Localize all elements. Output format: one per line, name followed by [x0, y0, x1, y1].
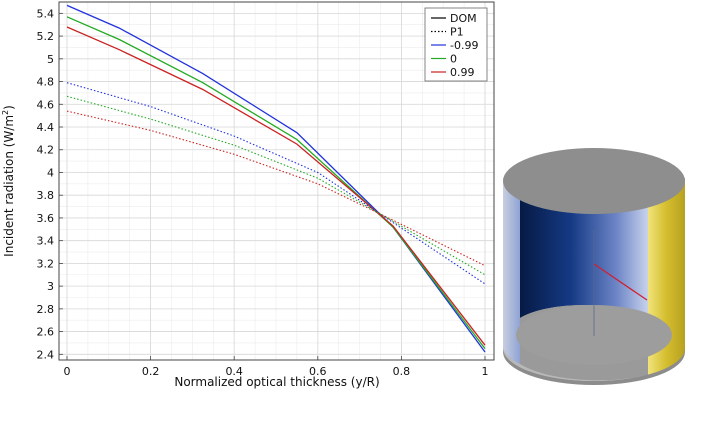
x-tick-label: 0.6 [309, 365, 327, 378]
y-tick-label: 3.4 [37, 235, 55, 248]
cylinder-outer-left-band [503, 178, 520, 364]
cylinder-inner-wall [520, 200, 648, 318]
y-tick-label: 5.2 [37, 30, 55, 43]
y-tick-label: 5 [47, 53, 54, 66]
y-tick-label: 5.4 [37, 7, 55, 20]
legend-label: -0.99 [450, 39, 478, 52]
x-axis: 0 0.2 0.4 0.6 0.8 1 [64, 356, 489, 378]
x-tick-label: 0.2 [142, 365, 160, 378]
y-tick-label: 3.8 [37, 189, 55, 202]
plot-frame [58, 1, 495, 361]
series-line-p1--0.99 [66, 82, 486, 285]
y-tick-label: 2.6 [37, 326, 55, 339]
series-line-dom-0.99 [66, 26, 486, 346]
y-tick-label: 2.4 [37, 348, 55, 361]
series-line-p1-0 [66, 95, 486, 276]
y-tick-label: 3.6 [37, 212, 55, 225]
x-axis-label: Normalized optical thickness (y/R) [174, 375, 379, 389]
x-tick-label: 1 [482, 365, 489, 378]
y-tick-label: 3.2 [37, 257, 55, 270]
x-tick-label: 0.4 [225, 365, 243, 378]
series-line-dom-0 [66, 16, 486, 349]
legend-label: DOM [450, 12, 477, 25]
y-axis-label: Incident radiation (W/m2) [1, 105, 16, 257]
cylinder-geometry-illustration [503, 148, 686, 385]
line-chart: 0 0.2 0.4 0.6 0.8 1 2.4 2.6 2.8 3 3.2 3.4 3.6 3.8 4 4.… [1, 1, 495, 389]
cylinder-top-face [503, 148, 685, 214]
x-tick-label: 0.8 [393, 365, 411, 378]
series-layer [66, 4, 486, 353]
legend-label: P1 [450, 26, 464, 39]
series-line-p1-0.99 [66, 110, 486, 267]
grid [59, 2, 494, 360]
legend-label: 0 [450, 53, 457, 66]
cylinder-ray-line [593, 263, 648, 301]
x-tick-label: 0 [64, 365, 71, 378]
y-tick-label: 4.8 [37, 76, 55, 89]
y-tick-label: 3 [47, 280, 54, 293]
y-axis: 2.4 2.6 2.8 3 3.2 3.4 3.6 3.8 4 4.2 4.4 4.6 4.8 5 5.2 5… [37, 7, 63, 361]
y-tick-label: 4.2 [37, 144, 55, 157]
plot-area [59, 2, 494, 360]
y-tick-label: 4 [47, 166, 54, 179]
legend-label: 0.99 [450, 66, 475, 79]
y-tick-label: 4.6 [37, 98, 55, 111]
y-tick-label: 2.8 [37, 303, 55, 316]
y-tick-label: 4.4 [37, 121, 55, 134]
